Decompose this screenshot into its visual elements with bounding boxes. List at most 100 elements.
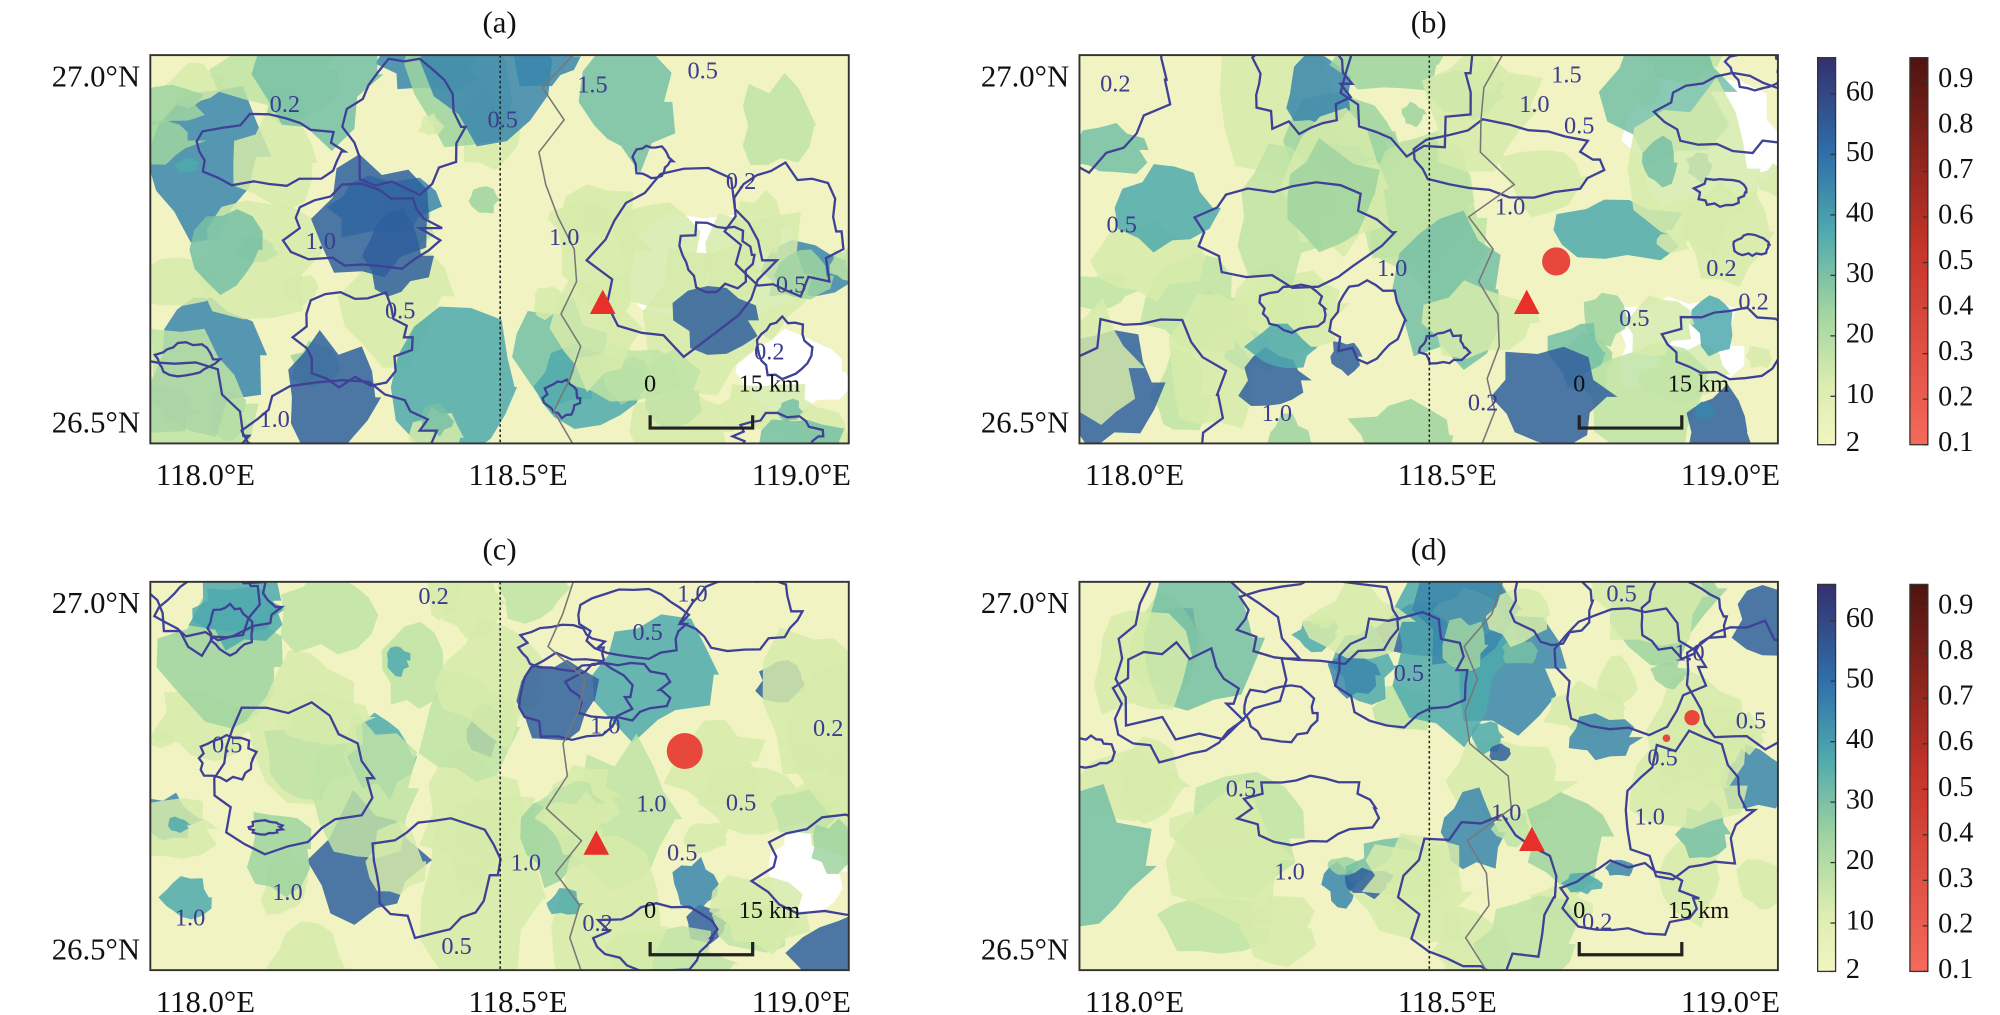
contour-line	[195, 112, 349, 188]
contour-line	[517, 651, 634, 742]
echo-blob	[251, 55, 384, 151]
echo-blob	[1079, 123, 1149, 174]
contour-line	[1111, 640, 1246, 764]
contour-line	[1079, 317, 1228, 444]
contour-line	[1508, 581, 1595, 647]
echo-blob	[1079, 272, 1140, 310]
contour-label: 1.0	[511, 850, 541, 877]
echo-blob	[811, 818, 849, 875]
echo-blob	[1694, 401, 1717, 420]
lat-label: 26.5°N	[52, 406, 140, 440]
lon-label: 118.5°E	[1398, 458, 1497, 492]
colorbar-label: 20	[1846, 845, 1874, 876]
colorbar-label: 30	[1846, 258, 1874, 289]
red-echo	[1662, 734, 1671, 743]
echo-blob	[1287, 138, 1380, 253]
scale-label: 0	[644, 897, 656, 924]
map-area	[1079, 55, 1778, 444]
colorbar-label: 0.2	[1938, 382, 1973, 413]
red-echo	[1684, 709, 1700, 726]
scale-bar	[648, 415, 755, 430]
echo-blob	[1090, 220, 1207, 303]
echo-blob	[273, 690, 377, 745]
echo-blob	[725, 190, 788, 259]
colorbar-label: 0.2	[1938, 908, 1973, 939]
echo-blob	[1401, 101, 1428, 128]
contour-line	[1250, 55, 1355, 136]
echo-blob	[1490, 346, 1618, 444]
echo-blob	[1583, 292, 1632, 347]
contour-label: 0.5	[667, 839, 697, 866]
colorbar-label: 0.6	[1938, 200, 1973, 231]
echo-blob	[174, 157, 201, 173]
contour-line	[723, 160, 845, 298]
contour-line	[341, 57, 468, 197]
contour-label: 1.5	[577, 72, 607, 99]
echo-blob	[150, 120, 207, 165]
contour-line	[1417, 328, 1472, 365]
contour-label: 1.0	[590, 713, 620, 740]
lat-label: 27.0°N	[52, 586, 140, 620]
echo-blob	[551, 835, 669, 971]
contour-line	[1691, 177, 1748, 208]
contour-line	[1412, 117, 1606, 199]
echo-blob	[672, 856, 719, 910]
echo-blob	[672, 286, 759, 355]
contour-line	[1651, 71, 1778, 155]
echo-blob	[742, 72, 817, 166]
contour-label: 0.2	[1738, 288, 1768, 315]
colorbar	[1816, 57, 1837, 446]
station-marker	[589, 289, 616, 314]
lat-label: 26.5°N	[52, 932, 140, 966]
echo-blob	[246, 811, 312, 898]
echo-blob	[1650, 662, 1691, 690]
echo-blob	[1745, 346, 1773, 369]
echo-blob	[1629, 734, 1748, 830]
echo-blob	[1079, 297, 1145, 425]
echo-blob	[150, 729, 176, 749]
lon-label: 118.5°E	[469, 985, 568, 1015]
echo-blob	[1421, 280, 1541, 359]
echo-blob	[1347, 398, 1454, 444]
contour-label: 0.2	[754, 338, 784, 365]
contour-label: 0.2	[726, 168, 756, 195]
panel-label: (a)	[482, 6, 516, 40]
red-echo	[666, 733, 703, 769]
contour-line	[577, 587, 691, 661]
echo-blob	[785, 916, 849, 971]
colorbar-label: 40	[1846, 197, 1874, 228]
map-area	[1079, 581, 1778, 971]
boundary-line	[1463, 581, 1513, 971]
colorbar-label: 0.8	[1938, 108, 1973, 139]
echo-blob	[168, 816, 191, 834]
contour-line	[1558, 859, 1700, 936]
contour-line	[516, 623, 608, 673]
lat-label: 27.0°N	[52, 60, 140, 94]
scale-bar	[1577, 941, 1684, 957]
colorbar-label: 0.8	[1938, 635, 1973, 666]
contour-label: 1.0	[1495, 193, 1525, 220]
echo-blob	[418, 112, 445, 136]
echo-blob	[1560, 872, 1603, 895]
contour-label: 1.0	[175, 905, 205, 932]
contour-label: 1.0	[272, 879, 302, 906]
lon-label: 118.0°E	[156, 458, 255, 492]
echo-blob	[1596, 655, 1638, 704]
boundary-line	[1467, 55, 1516, 444]
colorbar-label: 0.7	[1938, 681, 1973, 712]
contour-line	[206, 602, 254, 657]
lon-label: 118.0°E	[1085, 985, 1184, 1015]
contour-line	[678, 221, 756, 294]
echo-blob	[1756, 163, 1778, 198]
contour-label: 0.2	[270, 91, 300, 118]
contour-line	[281, 182, 443, 270]
map-frame	[1078, 580, 1779, 972]
echo-blob	[1526, 792, 1615, 895]
contour-line	[152, 341, 224, 378]
echo-blob	[1329, 55, 1444, 91]
echo-blob	[1421, 55, 1543, 172]
lon-label: 119.0°E	[1681, 985, 1780, 1015]
scale-bar	[1577, 415, 1684, 430]
contour-line	[240, 378, 439, 444]
echo-blob	[497, 581, 573, 624]
